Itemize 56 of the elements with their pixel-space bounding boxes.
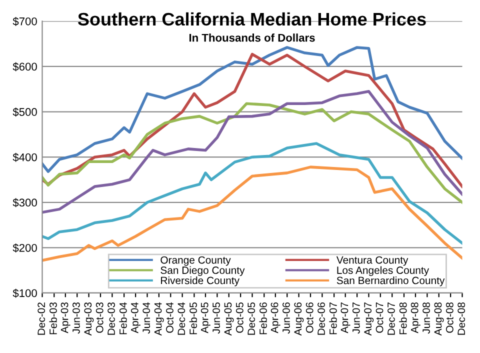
x-tick-label: Dec-07 — [388, 302, 395, 335]
x-tick-label: Dec-08 — [458, 302, 466, 335]
x-tick-label: Jun-04 — [142, 302, 150, 334]
x-tick-label: Dec-04 — [178, 302, 186, 335]
x-tick-label: Oct-07 — [376, 302, 384, 333]
y-tick-label: $100 — [12, 288, 37, 298]
line-series — [42, 46, 462, 173]
legend-label: Los Angeles County — [337, 266, 430, 276]
legend-label: San Diego County — [160, 266, 245, 276]
y-tick-label: $200 — [12, 243, 37, 252]
x-tick-label: Oct-04 — [166, 302, 174, 333]
chart-title: Southern California Median Home Prices — [78, 12, 426, 26]
text: In Thousands of Dollars — [189, 34, 315, 42]
legend-label: Orange County — [160, 256, 231, 266]
x-tick-label: Apr-08 — [410, 302, 420, 334]
x-tick-label: Jun-05 — [212, 302, 220, 334]
x-tick-label: Aug-03 — [84, 302, 94, 336]
x-tick-label: Apr-06 — [270, 302, 280, 334]
y-tick-label: $700 — [12, 16, 37, 26]
legend-label: Ventura County — [336, 256, 408, 266]
line-series — [42, 102, 462, 204]
x-tick-label: Feb-07 — [329, 302, 337, 334]
legend-label: Riverside County — [161, 276, 240, 286]
x-tick-label: Oct-08 — [446, 302, 454, 333]
x-tick-label: Oct-05 — [236, 302, 244, 333]
x-tick-label: Aug-06 — [294, 302, 304, 336]
y-tick-label: $300 — [12, 198, 37, 208]
y-tick-label: $600 — [12, 62, 37, 72]
x-tick-label: Feb-04 — [119, 302, 127, 334]
x-tick-label: Jun-06 — [282, 302, 290, 334]
x-tick-label: Dec-02 — [38, 302, 46, 335]
x-tick-label: Feb-03 — [49, 302, 57, 334]
x-tick-label: Apr-04 — [130, 302, 140, 334]
legend-label: San Bernardino County — [336, 276, 445, 286]
x-tick-label: Aug-05 — [224, 302, 234, 336]
x-tick-label: Feb-06 — [259, 302, 267, 334]
x-tick-label: Aug-08 — [434, 302, 444, 336]
x-tick-label: Apr-07 — [340, 302, 350, 334]
x-tick-label: Oct-03 — [96, 302, 104, 333]
x-tick-label: Jun-07 — [352, 302, 360, 334]
x-tick-label: Apr-05 — [200, 302, 210, 334]
line-series — [42, 90, 462, 214]
x-tick-label: Oct-06 — [306, 302, 314, 333]
x-tick-label: Dec-06 — [318, 302, 325, 335]
x-tick-label: Feb-05 — [189, 302, 197, 334]
x-tick-label: Apr-03 — [60, 302, 70, 334]
y-tick-label: $400 — [12, 152, 37, 162]
line-series — [42, 142, 462, 245]
x-tick-label: Aug-04 — [154, 302, 164, 336]
x-tick-label: Dec-05 — [248, 302, 256, 335]
y-tick-label: $500 — [12, 108, 37, 117]
x-tick-label: Jun-08 — [422, 302, 430, 334]
x-tick-label: Aug-07 — [364, 302, 374, 336]
x-tick-label: Jun-03 — [72, 302, 80, 334]
x-tick-label: Dec-03 — [108, 302, 115, 335]
x-tick-label: Feb-08 — [399, 302, 407, 334]
